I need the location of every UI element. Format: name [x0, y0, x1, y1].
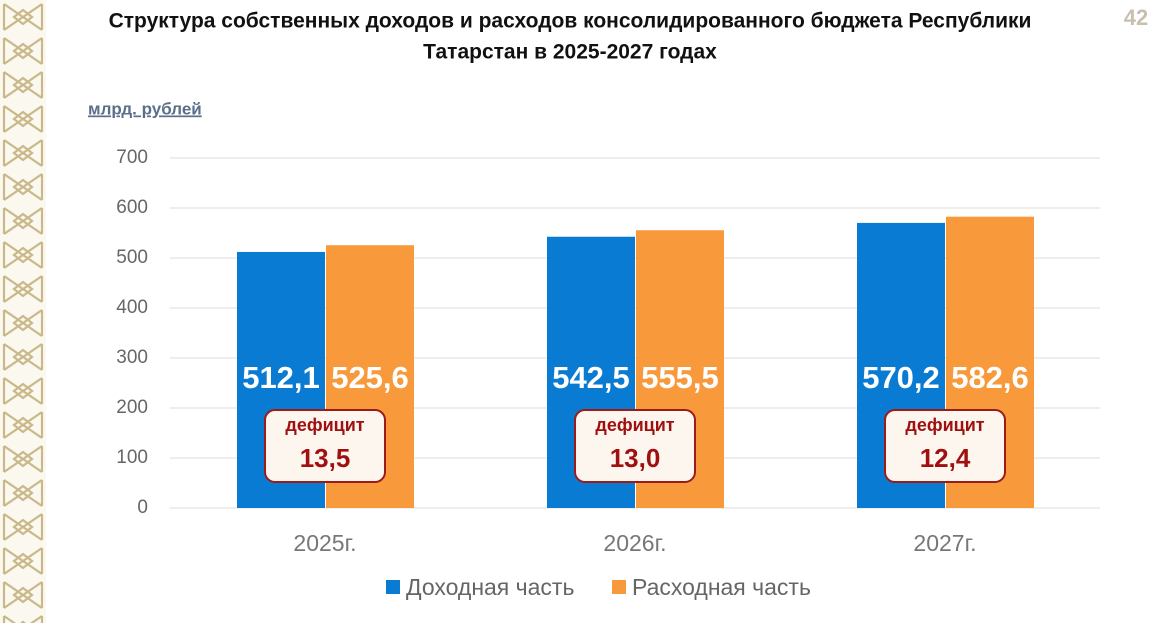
legend-swatch — [612, 580, 626, 594]
x-tick-label: 2026г. — [603, 530, 666, 556]
deficit-value: 13,0 — [610, 443, 661, 473]
value-label: 570,2 — [862, 360, 940, 395]
deficit-label: дефицит — [905, 415, 984, 435]
y-tick-label: 500 — [116, 247, 148, 268]
y-tick-label: 200 — [116, 397, 148, 418]
y-tick-label: 700 — [116, 147, 148, 168]
chart-title: Татарстан в 2025-2027 годах — [423, 41, 717, 64]
value-label: 525,6 — [331, 360, 409, 395]
y-tick-label: 0 — [137, 497, 148, 518]
deficit-label: дефицит — [595, 415, 674, 435]
page-number: 42 — [1124, 5, 1148, 30]
ornament-border — [0, 0, 46, 623]
deficit-value: 13,5 — [300, 443, 351, 473]
chart-title: Структура собственных доходов и расходов… — [109, 10, 1032, 33]
y-axis-label: млрд. рублей — [88, 99, 202, 118]
deficit-label: дефицит — [285, 415, 364, 435]
deficit-box — [884, 409, 1006, 483]
value-label: 582,6 — [951, 360, 1029, 395]
x-tick-label: 2025г. — [293, 530, 356, 556]
legend-label: Доходная часть — [406, 574, 574, 600]
value-label: 542,5 — [552, 360, 630, 395]
x-tick-label: 2027г. — [913, 530, 976, 556]
deficit-value: 12,4 — [920, 443, 971, 473]
deficit-box — [574, 409, 696, 483]
value-label: 555,5 — [641, 360, 719, 395]
y-tick-label: 300 — [116, 347, 148, 368]
y-tick-label: 600 — [116, 197, 148, 218]
legend-label: Расходная часть — [632, 574, 811, 600]
value-label: 512,1 — [242, 360, 320, 395]
y-tick-label: 100 — [116, 447, 148, 468]
y-tick-label: 400 — [116, 297, 148, 318]
legend-swatch — [386, 580, 400, 594]
deficit-box — [264, 409, 386, 483]
